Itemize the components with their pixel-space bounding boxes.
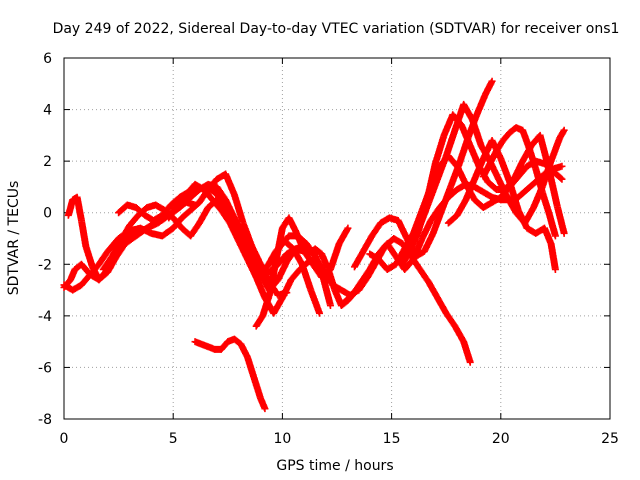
series-trace [480, 124, 559, 238]
y-tick-label: 2 [43, 154, 52, 170]
series-trace [406, 112, 568, 254]
plot-frame [63, 57, 611, 420]
axis-ticks [63, 57, 611, 420]
y-tick-labels: -8 -6 -4 -2 0 2 4 6 [38, 51, 52, 428]
series-track-15 [444, 137, 559, 273]
x-tick-label: 15 [383, 431, 401, 447]
series-track-09 [267, 232, 474, 366]
x-tick-label: 25 [601, 431, 619, 447]
y-tick-label: -8 [38, 412, 52, 428]
y-axis-label: SDTVAR / TECUs [6, 181, 22, 296]
y-tick-label: -4 [38, 309, 52, 325]
x-tick-label: 0 [60, 431, 69, 447]
gridlines [64, 58, 610, 419]
x-tick-label: 5 [169, 431, 178, 447]
y-tick-label: 6 [43, 51, 52, 67]
series-trace [446, 138, 559, 272]
y-tick-label: 4 [43, 103, 52, 119]
chart-title: Day 249 of 2022, Sidereal Day-to-day VTE… [53, 21, 620, 37]
series-trace [192, 336, 268, 411]
x-tick-label: 20 [492, 431, 510, 447]
data-series [60, 77, 568, 413]
series-track-16 [479, 124, 559, 240]
series-track-14 [405, 111, 568, 255]
x-tick-labels: 0 5 10 15 20 25 [60, 431, 619, 447]
y-tick-label: 0 [43, 206, 52, 222]
x-tick-label: 10 [273, 431, 291, 447]
x-axis-label: GPS time / hours [276, 458, 393, 474]
y-tick-label: -2 [38, 257, 52, 273]
series-track-07 [191, 335, 269, 413]
y-tick-label: -6 [38, 360, 52, 376]
